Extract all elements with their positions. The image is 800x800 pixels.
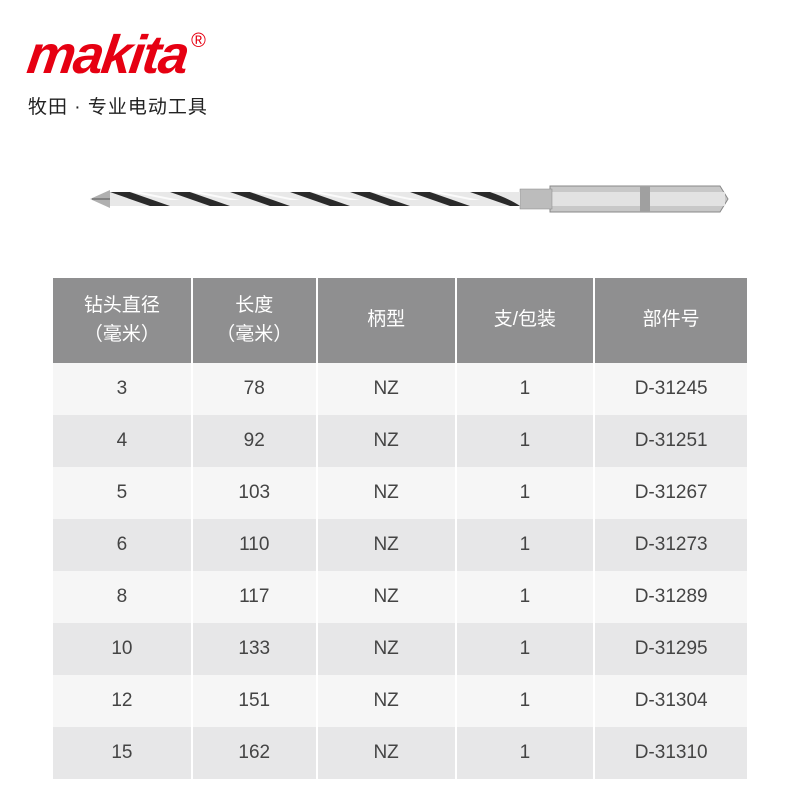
table-cell: 1 [456, 519, 595, 571]
table-cell: 92 [192, 415, 317, 467]
col-header-1: 长度 （毫米） [192, 278, 317, 363]
table-cell: 15 [53, 727, 192, 779]
spec-table: 钻头直径（毫米）长度（毫米）柄型支/包装部件号 378NZ1D-31245492… [53, 278, 747, 779]
table-cell: 1 [456, 675, 595, 727]
table-cell: 4 [53, 415, 192, 467]
table-cell: D-31251 [594, 415, 747, 467]
table-cell: 5 [53, 467, 192, 519]
table-cell: NZ [317, 623, 456, 675]
table-cell: 1 [456, 415, 595, 467]
table-cell: 151 [192, 675, 317, 727]
table-row: 10133NZ1D-31295 [53, 623, 747, 675]
table-cell: 10 [53, 623, 192, 675]
table-cell: 162 [192, 727, 317, 779]
col-header-line: （毫米） [216, 324, 292, 345]
table-row: 12151NZ1D-31304 [53, 675, 747, 727]
table-cell: NZ [317, 415, 456, 467]
brand-tagline: 牧田 · 专业电动工具 [28, 92, 208, 119]
table-row: 8117NZ1D-31289 [53, 571, 747, 623]
spec-table-container: 钻头直径（毫米）长度（毫米）柄型支/包装部件号 378NZ1D-31245492… [53, 278, 747, 779]
table-row: 378NZ1D-31245 [53, 363, 747, 415]
table-cell: D-31245 [594, 363, 747, 415]
table-cell: NZ [317, 571, 456, 623]
col-header-0: 钻头直径 （毫米） [53, 278, 192, 363]
table-cell: NZ [317, 675, 456, 727]
drill-bit-icon [80, 170, 730, 228]
registered-mark: ® [191, 30, 206, 53]
table-cell: 1 [456, 623, 595, 675]
col-header-line: 部件号 [643, 309, 700, 330]
table-cell: 1 [456, 727, 595, 779]
table-cell: D-31289 [594, 571, 747, 623]
table-cell: D-31267 [594, 467, 747, 519]
table-cell: NZ [317, 363, 456, 415]
table-cell: D-31273 [594, 519, 747, 571]
table-header: 钻头直径 （毫米） 长度 （毫米） 柄型 支/包装 部件号 [53, 278, 747, 363]
logo-text: makita [24, 28, 191, 82]
drill-bit-image [80, 170, 730, 228]
col-header-line: 钻头直径 [84, 295, 160, 316]
table-cell: 1 [456, 467, 595, 519]
table-row: 6110NZ1D-31273 [53, 519, 747, 571]
table-cell: NZ [317, 727, 456, 779]
brand-logo: makita ® [28, 28, 208, 82]
col-header-line: 长度 [235, 295, 273, 316]
table-cell: 78 [192, 363, 317, 415]
col-header-3: 支/包装 [456, 278, 595, 363]
col-header-2: 柄型 [317, 278, 456, 363]
table-cell: 12 [53, 675, 192, 727]
table-cell: D-31304 [594, 675, 747, 727]
table-cell: 1 [456, 363, 595, 415]
table-cell: 8 [53, 571, 192, 623]
table-cell: D-31310 [594, 727, 747, 779]
col-header-line: 支/包装 [494, 309, 556, 330]
table-cell: 1 [456, 571, 595, 623]
table-cell: 133 [192, 623, 317, 675]
brand-header: makita ® 牧田 · 专业电动工具 [28, 28, 208, 119]
table-body: 378NZ1D-31245492NZ1D-312515103NZ1D-31267… [53, 363, 747, 779]
table-cell: 6 [53, 519, 192, 571]
table-cell: 3 [53, 363, 192, 415]
table-cell: NZ [317, 519, 456, 571]
table-row: 15162NZ1D-31310 [53, 727, 747, 779]
table-cell: D-31295 [594, 623, 747, 675]
table-cell: 103 [192, 467, 317, 519]
table-cell: NZ [317, 467, 456, 519]
table-row: 5103NZ1D-31267 [53, 467, 747, 519]
col-header-line: （毫米） [84, 324, 160, 345]
table-row: 492NZ1D-31251 [53, 415, 747, 467]
table-cell: 110 [192, 519, 317, 571]
table-cell: 117 [192, 571, 317, 623]
col-header-4: 部件号 [594, 278, 747, 363]
col-header-line: 柄型 [367, 309, 405, 330]
